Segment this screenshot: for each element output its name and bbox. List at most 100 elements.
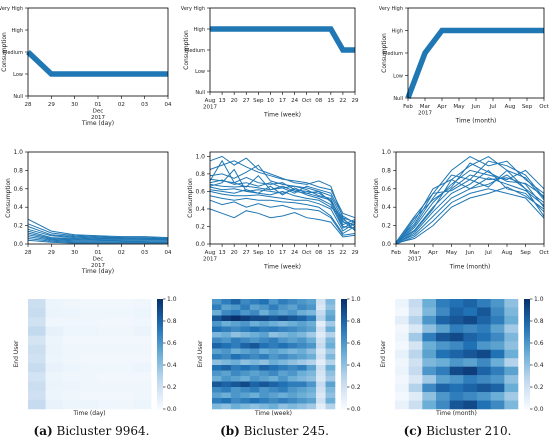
heatmap-cell [133,308,152,318]
caption-b-text: Bicluster 245. [239,424,329,438]
heatmap-cell [268,387,279,393]
heatmap-cell [316,348,326,355]
heatmap-cell [98,381,117,391]
heatmap-cell [278,332,288,338]
heatmap-cell [408,332,423,342]
heatmap-cell [408,383,423,393]
heatmap-cell [436,349,450,359]
heatmap-cell [278,343,288,349]
heatmap-cell [259,299,270,305]
heatmap-cell [297,365,307,371]
heatmap-cell [436,324,450,334]
heatmap-cell [230,304,241,311]
y-tick-label: 0.0 [13,241,23,248]
panel-b3: 0.0 0.2 0.4 0.6 0.8 1.0 Time (week) End User [197,296,361,417]
heatmap-cell [504,307,519,317]
x-tick-label: 29 [352,98,359,104]
heatmap-cell [230,310,241,316]
heatmap-cell [408,307,423,317]
heatmap-cell [422,324,437,334]
heatmap-cell [98,372,117,382]
heatmap-cell [278,348,288,355]
heatmap-cell [449,375,464,384]
heatmap-cell [259,348,270,355]
series-line-0 [210,26,355,53]
heatmap-cell [249,365,260,371]
heatmap-cell [212,381,222,388]
x-tick-label: 24 [291,250,298,256]
heatmap-cell [28,390,46,401]
heatmap-cell [490,332,505,342]
heatmap-cell [230,370,241,377]
x-tick-label: Feb [403,104,413,110]
series-line-6 [209,186,356,229]
heatmap-cell [80,363,99,373]
heatmap-cell [297,354,307,360]
colorbar-tick-label: 0.2 [534,384,544,391]
heatmap-cell [463,299,478,308]
heatmap-cell [80,381,99,391]
x-axis-label: Time (month) [435,410,477,417]
heatmap-cell [115,326,134,336]
heatmap-cell [249,299,260,305]
x-tick-label: Apr [428,250,438,256]
colorbar-tick-label: 0.2 [167,384,177,391]
x-axis-label: Time (day) [72,410,105,417]
heatmap-cell [259,403,270,410]
heatmap-cell [240,403,251,410]
heatmap-cell [240,321,251,327]
heatmap-cell [115,344,134,355]
x-tick-label: 02 [118,250,125,256]
heatmap-cell [316,299,326,305]
heatmap-cell [230,376,241,382]
heatmap-cell [306,365,317,371]
heatmap-cell [325,343,336,349]
heatmap-cell [221,304,232,311]
heatmap-cell [287,332,298,338]
heatmap-cell [504,400,519,410]
heatmap-cell [463,392,478,401]
heatmap-cell [28,372,46,382]
heatmap-cell [240,315,251,322]
heatmap-cell [45,390,64,401]
x-tick-label: 28 [25,102,32,108]
x-tick-label: 20 [231,98,238,104]
heatmap-cell [230,392,241,399]
y-tick-label: Very High [181,6,205,12]
y-tick-label: Very High [0,6,23,12]
heatmap-cell [477,349,491,359]
heatmap-cell [316,370,326,377]
heatmap-cell [316,343,326,349]
heatmap-cell [212,392,222,399]
heatmap-cell [278,337,288,344]
heatmap-cell [490,307,505,317]
heatmap-cell [325,376,336,382]
heatmap-cell [259,343,270,349]
heatmap-cell [98,354,117,364]
heatmap-cell [490,383,505,393]
heatmap-cell [408,358,423,367]
heatmap-cell [133,399,152,410]
heatmap-cell [306,376,317,382]
heatmap-cell [408,299,423,308]
heatmap-cell [477,324,491,334]
heatmap-cell [422,307,437,317]
heatmap-cell [463,383,478,393]
heatmap-cell [504,392,519,401]
x-tick-label: 29 [48,102,55,108]
heatmap-cell [259,321,270,327]
x-tick-label: Sep [520,250,531,256]
heatmap-cell [249,326,260,333]
heatmap-cell [463,400,478,410]
heatmap-cell [212,365,222,371]
x-tick-label: 22 [339,98,346,104]
y-tick-label: 0.8 [381,167,391,174]
heatmap-cell [80,326,99,336]
heatmap-cell [80,317,99,327]
heatmap-cell [45,381,64,391]
heatmap-cell [449,324,464,334]
heatmap-cell [259,365,270,371]
caption-c-letter: (c) [403,424,423,438]
heatmap-cell [504,324,519,334]
heatmap-cell [268,381,279,388]
